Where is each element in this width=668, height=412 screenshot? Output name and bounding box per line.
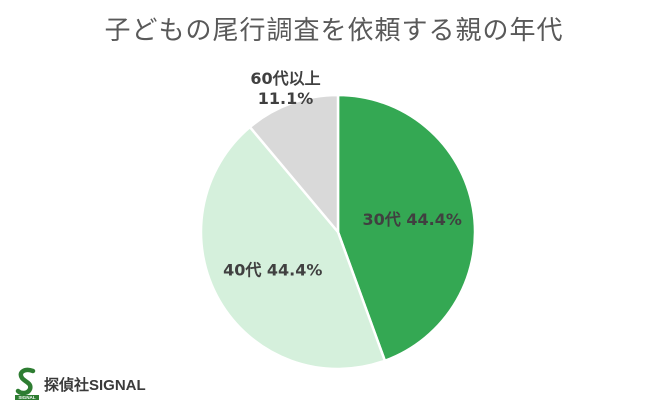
pie-slice-30s <box>336 93 477 362</box>
pie-slice-60-plus <box>248 93 340 234</box>
logo-mark-text: SIGNAL <box>18 395 36 400</box>
slice-label-60-plus: 60代以上 11.1% <box>250 69 320 108</box>
brand-logo: SIGNAL 探偵社SIGNAL <box>14 366 146 402</box>
slice-label-40s: 40代 44.4% <box>223 261 322 280</box>
slice-labels: 30代 44.4% 40代 44.4% 60代以上 11.1% <box>223 69 462 280</box>
slice-label-30s: 30代 44.4% <box>363 210 462 229</box>
chart-title: 子どもの尾行調査を依頼する親の年代 <box>104 16 564 46</box>
logo-text: 探偵社SIGNAL <box>44 376 146 394</box>
pie-slice-40s <box>199 125 387 371</box>
pie-slices <box>199 93 477 371</box>
signal-logo-icon: SIGNAL <box>15 367 39 400</box>
